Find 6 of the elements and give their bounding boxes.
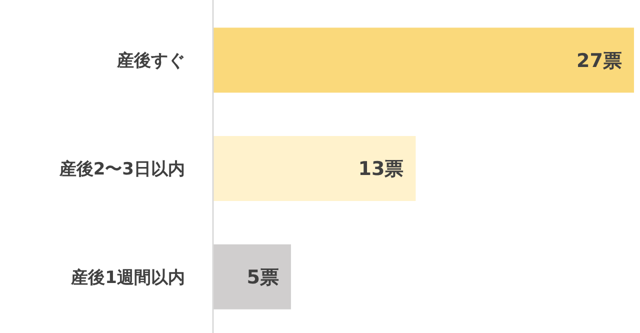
- data-label: 13票: [358, 158, 404, 180]
- y-tick-label: 産後2〜3日以内: [58, 159, 185, 180]
- data-label: 5票: [246, 266, 279, 288]
- y-tick-label: 産後1週間以内: [70, 268, 185, 288]
- data-label: 27票: [576, 50, 622, 72]
- y-tick-label: 産後すぐ: [116, 51, 185, 72]
